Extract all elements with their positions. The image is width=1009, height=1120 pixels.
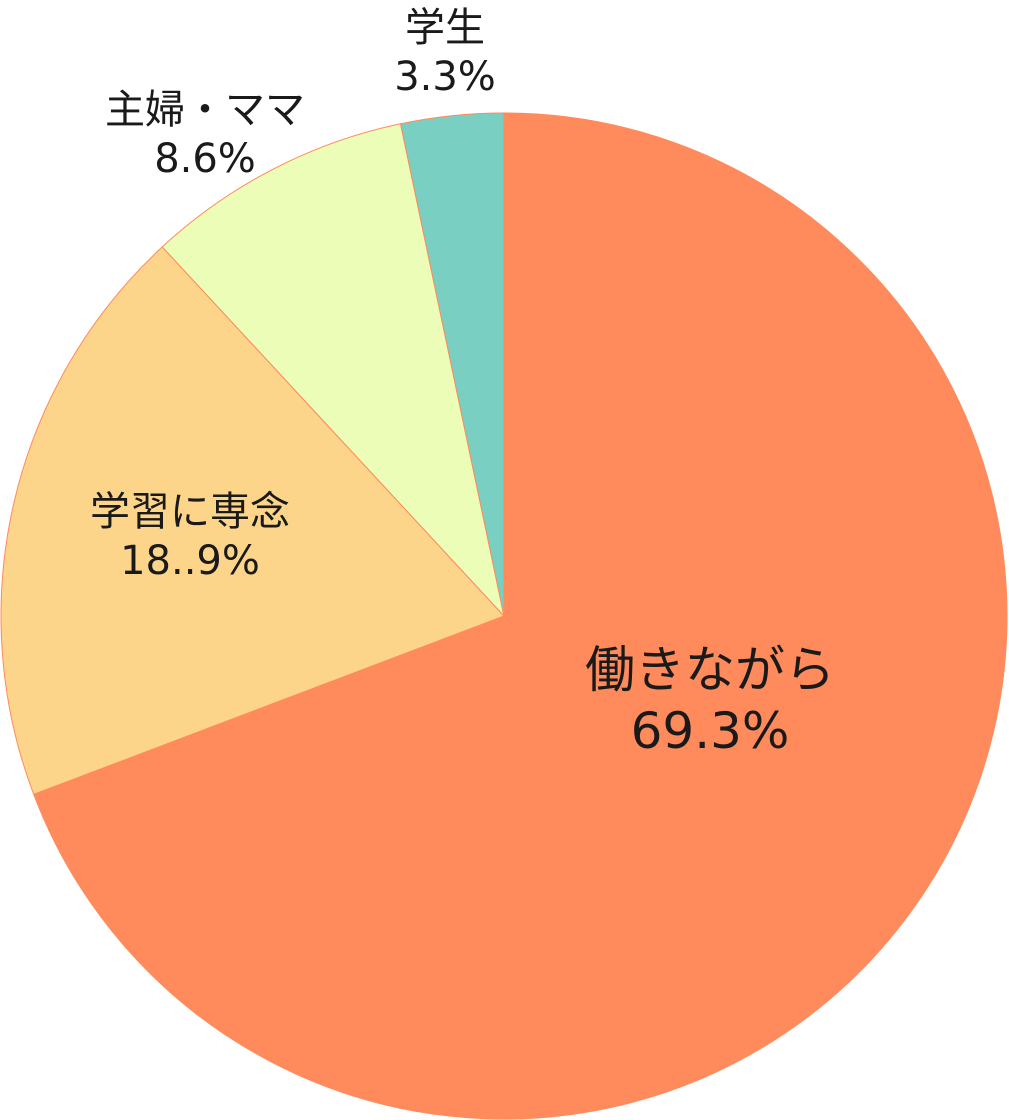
pie-slice-study [0, 246, 505, 796]
label-working: 働きながら 69.3% [550, 640, 870, 762]
pie-slice-student [399, 112, 505, 617]
pie-slice-working [33, 112, 1008, 1120]
slice-value-working: 69.3% [630, 702, 790, 760]
slice-value-housewife: 8.6% [154, 135, 256, 182]
slice-value-study: 18..9% [120, 537, 260, 584]
label-student: 学生 3.3% [365, 4, 525, 102]
slice-value-student: 3.3% [394, 53, 496, 100]
slice-label-working: 働きながら [585, 641, 835, 699]
slice-label-study: 学習に専念 [90, 489, 290, 535]
slice-label-housewife: 主婦・ママ [105, 87, 305, 133]
label-study: 学習に専念 18..9% [40, 488, 340, 586]
label-housewife: 主婦・ママ 8.6% [70, 86, 340, 184]
slice-label-student: 学生 [405, 5, 485, 51]
pie-slice-housewife [161, 123, 505, 618]
